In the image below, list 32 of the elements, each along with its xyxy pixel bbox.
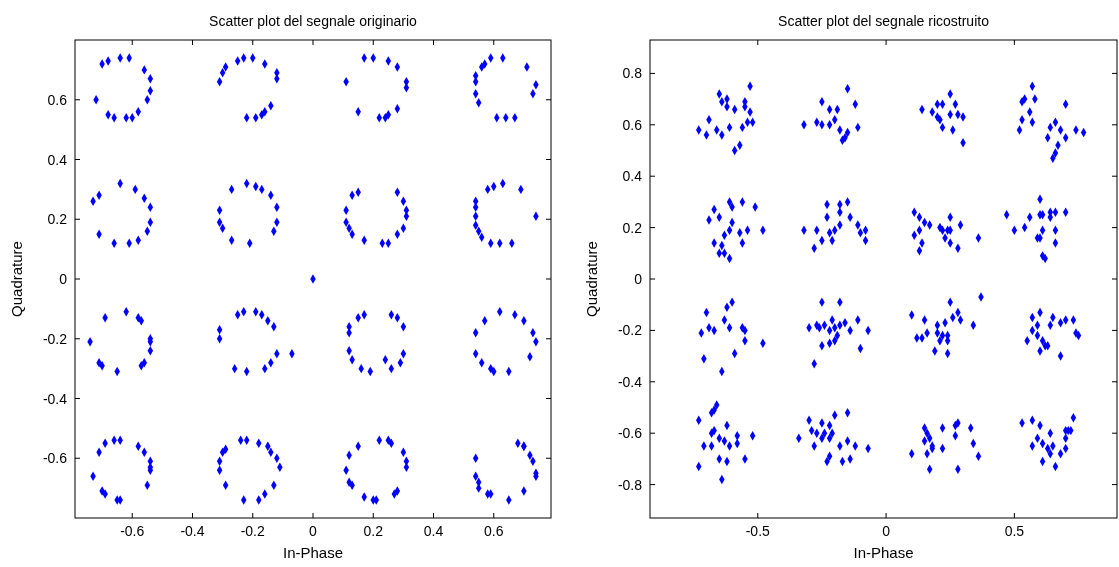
y-tick-label: -0.2 (42, 330, 68, 347)
y-tick-label: -0.4 (617, 373, 643, 390)
y-tick-label: 0.6 (47, 91, 68, 108)
x-tick-label: -0.2 (240, 523, 266, 539)
y-axis-title: Quadrature (583, 241, 600, 317)
x-tick-label: 0.2 (363, 523, 384, 539)
x-tick-label: -0.5 (745, 523, 771, 539)
chart-title: Scatter plot del segnale ricostruito (778, 13, 990, 29)
y-tick-label: 0.8 (622, 65, 643, 82)
y-tick-label: 0 (59, 271, 68, 287)
y-tick-label: -0.6 (617, 425, 643, 442)
y-axis-title: Quadrature (8, 241, 25, 317)
x-axis-title: In-Phase (853, 544, 914, 561)
y-tick-label: -0.6 (42, 450, 68, 467)
x-tick-label: -0.4 (180, 523, 205, 539)
y-tick-label: -0.2 (617, 322, 643, 339)
y-tick-label: 0.6 (622, 116, 643, 133)
y-tick-label: -0.8 (617, 476, 643, 493)
y-tick-label: 0.4 (47, 151, 68, 168)
y-tick-label: 0.4 (622, 168, 643, 185)
x-tick-label: 0.6 (484, 523, 504, 539)
x-tick-label: 0 (882, 523, 891, 539)
x-tick-label: 0.5 (1004, 523, 1025, 539)
x-tick-label: 0.4 (423, 523, 444, 539)
x-tick-label: -0.6 (120, 523, 145, 539)
y-tick-label: 0 (634, 271, 643, 287)
x-axis-title: In-Phase (282, 544, 344, 561)
x-tick-label: 0 (309, 523, 318, 539)
y-tick-label: 0.2 (47, 211, 68, 228)
y-tick-label: -0.4 (42, 390, 68, 407)
y-tick-label: 0.2 (622, 219, 643, 236)
chart-title: Scatter plot del segnale originario (209, 13, 418, 29)
